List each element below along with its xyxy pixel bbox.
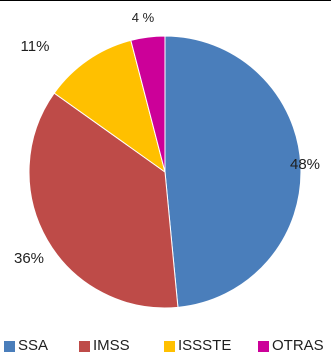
legend-entry-issste: ISSSTE — [164, 336, 231, 356]
legend-entry-otras: OTRAS — [258, 336, 324, 356]
legend-entry-imss: IMSS — [79, 336, 130, 356]
data-label-ssa: 48% — [290, 156, 320, 173]
legend-label-ssa: SSA — [18, 337, 49, 354]
pie-slice-imss — [28, 92, 179, 309]
pie-slice-otras — [130, 35, 166, 173]
legend: SSA IMSS ISSSTE OTRAS — [4, 336, 331, 356]
legend-swatch-ssa — [4, 340, 15, 352]
legend-label-otras: OTRAS — [272, 337, 324, 354]
pie-chart: 48% 36% 11% 4 % — [14, 10, 320, 309]
data-label-otras: 4 % — [132, 10, 155, 25]
legend-label-issste: ISSSTE — [178, 337, 232, 354]
data-label-issste: 11% — [21, 38, 50, 55]
legend-label-imss: IMSS — [93, 337, 130, 354]
legend-swatch-issste — [164, 340, 175, 352]
legend-swatch-otras — [258, 340, 269, 352]
data-label-imss: 36% — [14, 250, 44, 267]
pie-slice-issste — [53, 39, 166, 174]
legend-swatch-imss — [79, 340, 90, 352]
legend-entry-ssa: SSA — [4, 336, 48, 356]
pie-slice-ssa — [164, 35, 302, 308]
